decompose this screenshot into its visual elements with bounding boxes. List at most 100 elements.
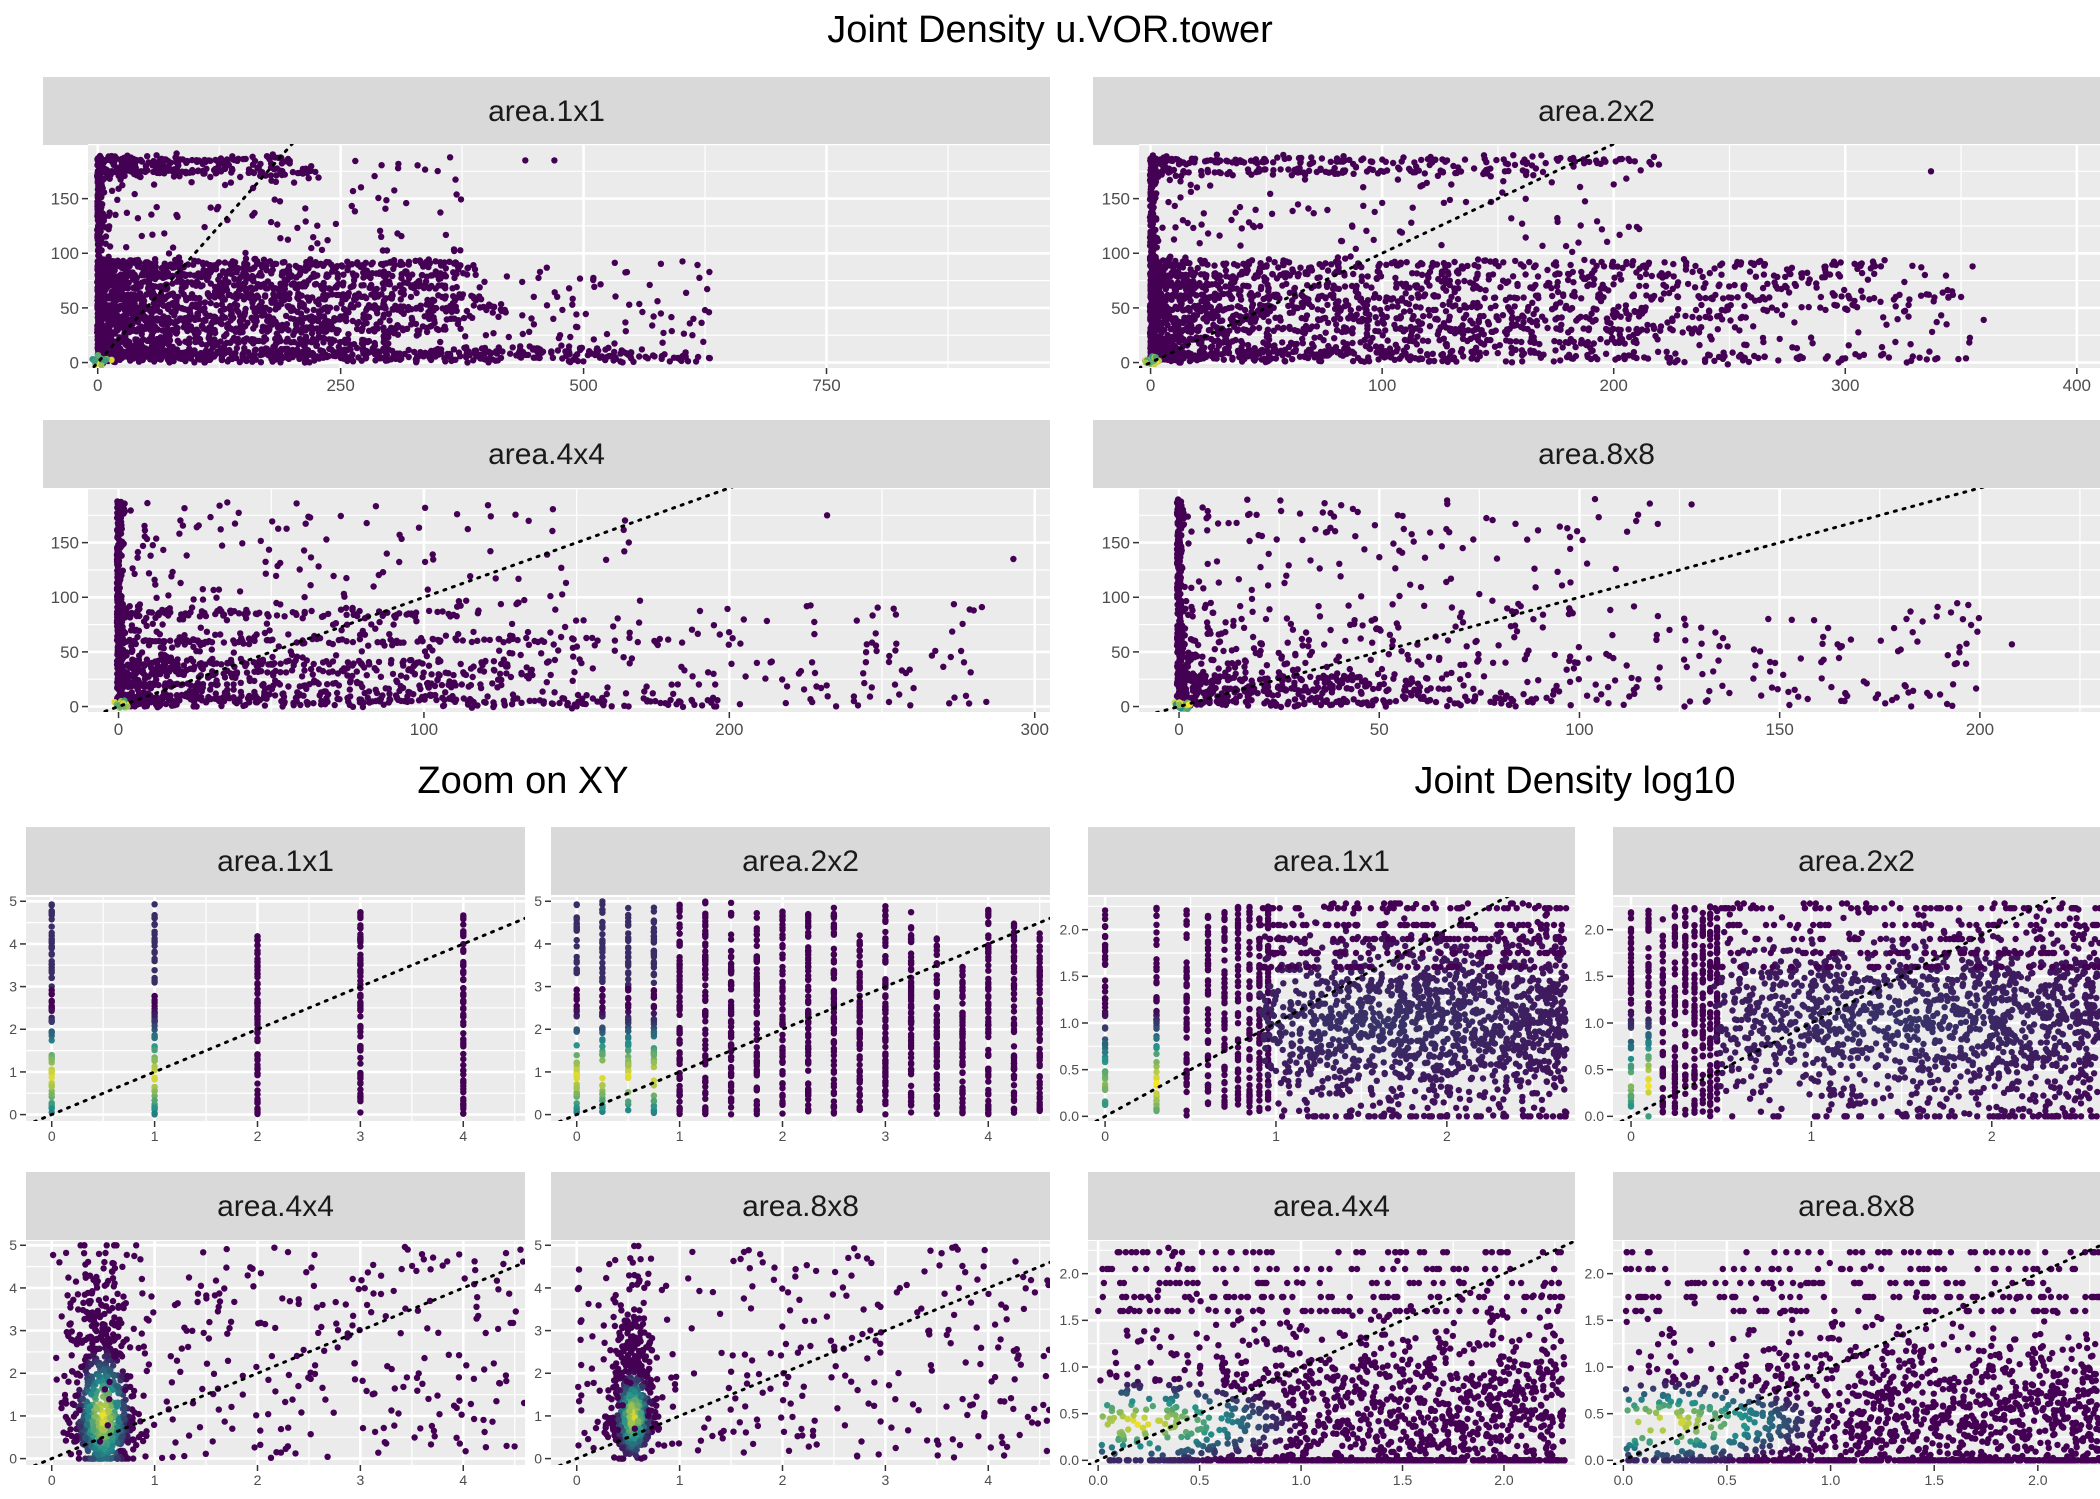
data-point [263, 327, 270, 334]
data-point [242, 249, 249, 257]
data-point [657, 260, 665, 267]
data-point [281, 171, 288, 178]
data-point [312, 168, 319, 176]
data-point [196, 294, 203, 302]
data-point [1785, 289, 1793, 296]
panel-background [88, 144, 1050, 368]
data-point [1500, 259, 1507, 266]
data-point [132, 164, 139, 172]
data-point [437, 275, 444, 282]
data-point [1548, 306, 1556, 313]
data-point [543, 264, 550, 271]
data-point [294, 284, 301, 291]
data-point [519, 330, 526, 338]
data-point [95, 221, 103, 228]
data-point [312, 259, 319, 266]
data-point [1689, 268, 1696, 276]
data-point [452, 176, 459, 183]
data-point [268, 297, 275, 304]
data-point [226, 291, 233, 298]
data-point [1451, 288, 1458, 296]
data-point [535, 354, 543, 362]
data-point [567, 333, 574, 341]
data-point [153, 325, 160, 333]
data-point [1187, 297, 1194, 304]
data-point [1256, 167, 1264, 174]
data-point [330, 264, 337, 272]
data-point [172, 326, 179, 333]
data-point [462, 333, 469, 340]
data-point [1281, 155, 1288, 163]
data-point [262, 345, 269, 352]
data-point [435, 292, 442, 299]
data-point [201, 223, 208, 231]
data-point [332, 220, 340, 228]
data-point [371, 302, 378, 309]
data-point [1482, 287, 1489, 294]
data-point [622, 319, 629, 326]
data-point [227, 179, 235, 186]
data-point [131, 326, 138, 334]
data-point [150, 181, 158, 188]
data-point [399, 325, 406, 332]
data-point [153, 152, 160, 159]
data-point [251, 255, 258, 263]
data-point [1275, 264, 1282, 271]
data-point [636, 353, 643, 360]
data-point [212, 266, 220, 273]
data-point [302, 267, 309, 274]
data-point [1238, 270, 1246, 278]
data-point [576, 344, 584, 352]
data-point [414, 162, 421, 169]
data-point [1514, 280, 1521, 288]
data-point [274, 350, 282, 358]
data-point [296, 335, 304, 343]
data-point [1191, 302, 1198, 310]
data-point [127, 161, 134, 169]
data-point [228, 310, 235, 317]
data-point [492, 357, 499, 364]
data-point [103, 259, 110, 266]
data-point [1511, 161, 1519, 169]
data-point [1332, 321, 1340, 328]
data-point [1512, 257, 1519, 265]
data-point [102, 267, 110, 275]
data-point [375, 194, 382, 202]
data-point [148, 211, 155, 218]
data-point [309, 350, 317, 357]
data-point [157, 299, 164, 307]
data-point [341, 346, 348, 353]
data-point [1473, 304, 1481, 311]
data-point [476, 304, 484, 311]
data-point [387, 294, 394, 301]
data-point [1199, 284, 1206, 291]
data-point [273, 172, 280, 179]
data-point [550, 315, 557, 322]
data-point [536, 268, 544, 276]
data-point [497, 354, 505, 362]
data-point [314, 240, 321, 247]
data-point [543, 302, 551, 309]
data-point [1315, 293, 1323, 300]
data-point [309, 294, 316, 301]
data-point [423, 328, 431, 336]
data-point [499, 348, 506, 355]
data-point [706, 355, 713, 362]
data-point [408, 306, 415, 313]
data-point [1636, 282, 1643, 290]
data-point [1550, 261, 1558, 268]
data-point [682, 350, 689, 357]
data-point [1691, 284, 1699, 291]
data-point [201, 299, 209, 306]
data-point [285, 267, 293, 274]
data-point [310, 270, 317, 277]
data-point [1398, 158, 1405, 165]
data-point [330, 352, 337, 359]
data-point [201, 305, 208, 312]
data-point [248, 314, 255, 321]
data-point [1711, 265, 1718, 272]
data-point [446, 154, 454, 161]
data-point [1519, 159, 1527, 166]
data-point [374, 293, 382, 300]
